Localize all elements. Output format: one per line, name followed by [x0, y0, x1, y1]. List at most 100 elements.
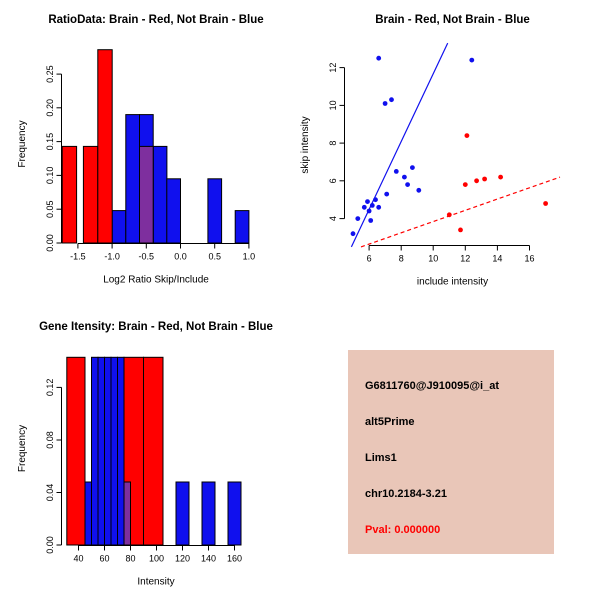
hist-bar-not_brain: [110, 356, 118, 546]
scatter_intensity-ylabel: skip intensity: [300, 116, 311, 173]
x-tick-label: 0.0: [174, 252, 187, 262]
x-tick-label: 16: [524, 254, 534, 264]
hist-bar-brain: [66, 356, 86, 546]
panel-info: G6811760@J910095@i_at alt5Prime Lims1 ch…: [300, 300, 600, 600]
not-brain-point: [366, 208, 372, 214]
info-box: G6811760@J910095@i_at alt5Prime Lims1 ch…: [348, 350, 554, 554]
hist_gene-title: Gene Itensity: Brain - Red, Not Brain - …: [39, 321, 273, 333]
x-tick-label: 120: [175, 554, 190, 564]
y-tick-label: 0.20: [45, 99, 55, 117]
hist_ratio-chart: -1.5 -1.0 -0.5 0.0 0.5 1.0 0.00 0.05 0.10 0.15 0.2…: [17, 14, 264, 286]
hist_gene-ylabel: Frequency: [17, 425, 28, 472]
brain-point: [482, 176, 487, 182]
hist-bar-not_brain: [207, 178, 223, 244]
y-tick-label: 0.08: [45, 431, 55, 449]
x-tick-label: 1.0: [243, 252, 256, 262]
not-brain-point: [402, 174, 407, 180]
hist-bar-not_brain: [104, 356, 112, 546]
blue-fit-line: [350, 42, 449, 248]
x-tick-label: 100: [149, 554, 164, 564]
x-tick-label: 6: [367, 254, 372, 264]
hist_gene-chart: 40 60 80 100 120 140 160 0.00 0.04 0.08 0.12 Gene I…: [17, 321, 273, 588]
y-tick-label: 4: [328, 216, 338, 221]
hist-bar-not_brain: [152, 145, 168, 244]
not-brain-point: [389, 97, 394, 103]
hist_ratio-xlabel: Log2 Ratio Skip/Include: [103, 275, 209, 286]
hist-bar-not_brain: [201, 481, 216, 546]
gene-name-label: Lims1: [365, 452, 397, 464]
brain-point: [474, 178, 479, 184]
hist_gene-xlabel: Intensity: [137, 577, 174, 588]
genomic-location-label: chr10.2184-3.21: [365, 488, 447, 500]
brain-point: [446, 212, 452, 218]
panel-ratio-histogram: -1.5 -1.0 -0.5 0.0 0.5 1.0 0.00 0.05 0.10 0.15 0.2…: [0, 0, 300, 300]
pval-label: Pval: 0.000000: [365, 524, 441, 536]
brain-point: [464, 133, 470, 139]
x-tick-label: 14: [492, 254, 502, 264]
splice-event-type-label: alt5Prime: [365, 416, 415, 428]
y-tick-label: 0.10: [45, 167, 55, 185]
panel-intensity-scatter: 6 8 10 12 14 16 4 6 8 10 12 Brain - Red, Not Brain …: [300, 0, 600, 300]
hist-bar-overlap: [123, 481, 131, 546]
hist-bar-not_brain: [91, 356, 99, 546]
hist_ratio-ylabel: Frequency: [17, 120, 28, 167]
hist-bar-not_brain: [97, 356, 105, 546]
x-tick-label: 60: [99, 554, 109, 564]
hist-bar-brain: [143, 356, 164, 546]
x-tick-label: 10: [428, 254, 438, 264]
not-brain-point: [376, 204, 382, 210]
not-brain-point: [405, 182, 410, 188]
red-fit-line: [360, 176, 561, 248]
not-brain-point: [376, 55, 382, 61]
brain-point: [462, 182, 468, 188]
hist-bar-not_brain: [111, 210, 127, 244]
y-tick-label: 0.00: [45, 536, 55, 554]
not-brain-point: [355, 216, 361, 222]
x-tick-label: 12: [460, 254, 470, 264]
x-tick-label: -1.0: [104, 252, 120, 262]
not-brain-point: [416, 187, 422, 193]
probe-id-label: G6811760@J910095@i_at: [365, 380, 500, 392]
hist-bar-not_brain: [125, 114, 141, 244]
hist-bar-not_brain: [234, 210, 250, 244]
not-brain-point: [393, 169, 399, 174]
hist-bar-not_brain: [175, 481, 190, 546]
x-tick-label: 40: [73, 554, 83, 564]
hist-bar-brain: [82, 145, 99, 244]
x-tick-label: -1.5: [70, 252, 86, 262]
not-brain-point: [361, 204, 367, 210]
not-brain-point: [368, 218, 374, 223]
not-brain-point: [469, 57, 475, 63]
x-tick-label: 80: [125, 554, 135, 564]
hist-bar-not_brain: [227, 481, 242, 546]
x-tick-label: 0.5: [208, 252, 221, 262]
hist-bar-brain: [61, 145, 78, 244]
panel-gene-intensity-histogram: 40 60 80 100 120 140 160 0.00 0.04 0.08 0.12 Gene I…: [0, 300, 300, 600]
hist-bar-brain: [97, 49, 113, 244]
y-tick-label: 0.25: [45, 65, 55, 83]
not-brain-point: [410, 165, 415, 171]
hist-bar-overlap: [139, 145, 154, 244]
not-brain-point: [369, 203, 375, 208]
not-brain-point: [384, 191, 390, 197]
y-tick-label: 0.04: [45, 484, 55, 502]
y-tick-label: 0.05: [45, 200, 55, 218]
x-tick-label: 160: [227, 554, 242, 564]
not-brain-point: [350, 231, 356, 237]
brain-point: [458, 227, 463, 233]
y-tick-label: 0.15: [45, 133, 55, 151]
scatter_intensity-title: Brain - Red, Not Brain - Blue: [375, 14, 530, 26]
x-tick-label: -0.5: [139, 252, 155, 262]
scatter_intensity-chart: 6 8 10 12 14 16 4 6 8 10 12 Brain - Red, Not Brain …: [300, 14, 561, 288]
y-tick-label: 6: [328, 178, 338, 183]
y-tick-label: 0.00: [45, 234, 55, 252]
brain-point: [498, 174, 503, 180]
hist_ratio-title: RatioData: Brain - Red, Not Brain - Blue: [48, 14, 263, 26]
x-tick-label: 8: [399, 254, 404, 264]
hist-bar-not_brain: [84, 481, 92, 546]
scatter_intensity-xlabel: include intensity: [417, 277, 488, 288]
y-tick-label: 0.12: [45, 379, 55, 397]
hist-bar-not_brain: [166, 178, 182, 244]
x-tick-label: 140: [201, 554, 216, 564]
